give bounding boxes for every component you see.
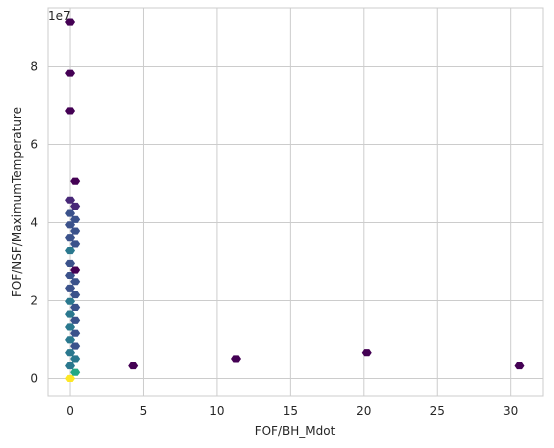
hexbin-point xyxy=(70,342,81,350)
x-tick-label: 25 xyxy=(430,404,445,418)
hexbin-point xyxy=(65,284,76,292)
hexbin-point xyxy=(65,336,76,344)
y-tick-label: 2 xyxy=(30,293,38,307)
hexbin-point xyxy=(65,209,76,217)
x-tick-label: 20 xyxy=(356,404,371,418)
plot-area xyxy=(47,7,544,397)
hexbin-point xyxy=(65,259,76,267)
hexbin-point xyxy=(70,227,81,235)
hexbin-point xyxy=(65,221,76,229)
hexbin-point xyxy=(70,291,81,299)
y-tick-label: 0 xyxy=(30,371,38,385)
hexbin-point xyxy=(65,349,76,357)
hexbin-point xyxy=(65,234,76,242)
hexbin-point xyxy=(65,271,76,280)
x-tick-label: 30 xyxy=(503,404,518,418)
x-axis-label: FOF/BH_Mdot xyxy=(255,424,336,438)
hexbin-point xyxy=(65,247,76,255)
hexbin-point xyxy=(65,310,76,318)
hexbin-point xyxy=(70,368,81,376)
y-tick-label: 8 xyxy=(30,59,38,73)
hexbin-point xyxy=(65,18,76,26)
hexbin-point xyxy=(70,215,81,223)
y-axis-label: FOF/NSF/MaximumTemperature xyxy=(10,107,24,297)
hexbin-point xyxy=(65,107,76,115)
hexbin-point xyxy=(70,177,81,185)
hexbin-point xyxy=(65,196,76,204)
hexbin-point xyxy=(70,303,81,312)
y-tick-label: 4 xyxy=(30,215,38,229)
hexbin-point xyxy=(70,202,81,211)
hexbin-point xyxy=(70,329,81,337)
x-tick-label: 5 xyxy=(140,404,148,418)
hexbin-point xyxy=(70,355,81,363)
hexbin-point xyxy=(65,374,76,382)
hexbin-point xyxy=(65,297,76,305)
hexbin-point xyxy=(65,362,76,370)
hexbin-point xyxy=(65,323,76,331)
y-tick-label: 6 xyxy=(30,137,38,151)
data-points xyxy=(65,18,525,382)
y-tick-labels: 0 2 4 6 8 xyxy=(30,59,38,385)
hexbin-point xyxy=(70,240,81,248)
x-tick-label: 0 xyxy=(66,404,74,418)
hexbin-point xyxy=(65,69,76,77)
hexbin-point xyxy=(70,278,81,286)
x-tick-label: 15 xyxy=(283,404,298,418)
x-tick-labels: 0 5 10 15 20 25 30 xyxy=(66,404,518,418)
hexbin-point xyxy=(70,266,81,274)
hexbin-point xyxy=(231,355,242,363)
y-offset-label: 1e7 xyxy=(48,9,71,23)
hexbin-point xyxy=(361,349,372,357)
x-tick-label: 10 xyxy=(209,404,224,418)
hexbin-point xyxy=(514,362,525,370)
hexbin-point xyxy=(70,316,81,324)
hexbin-point xyxy=(128,362,139,370)
